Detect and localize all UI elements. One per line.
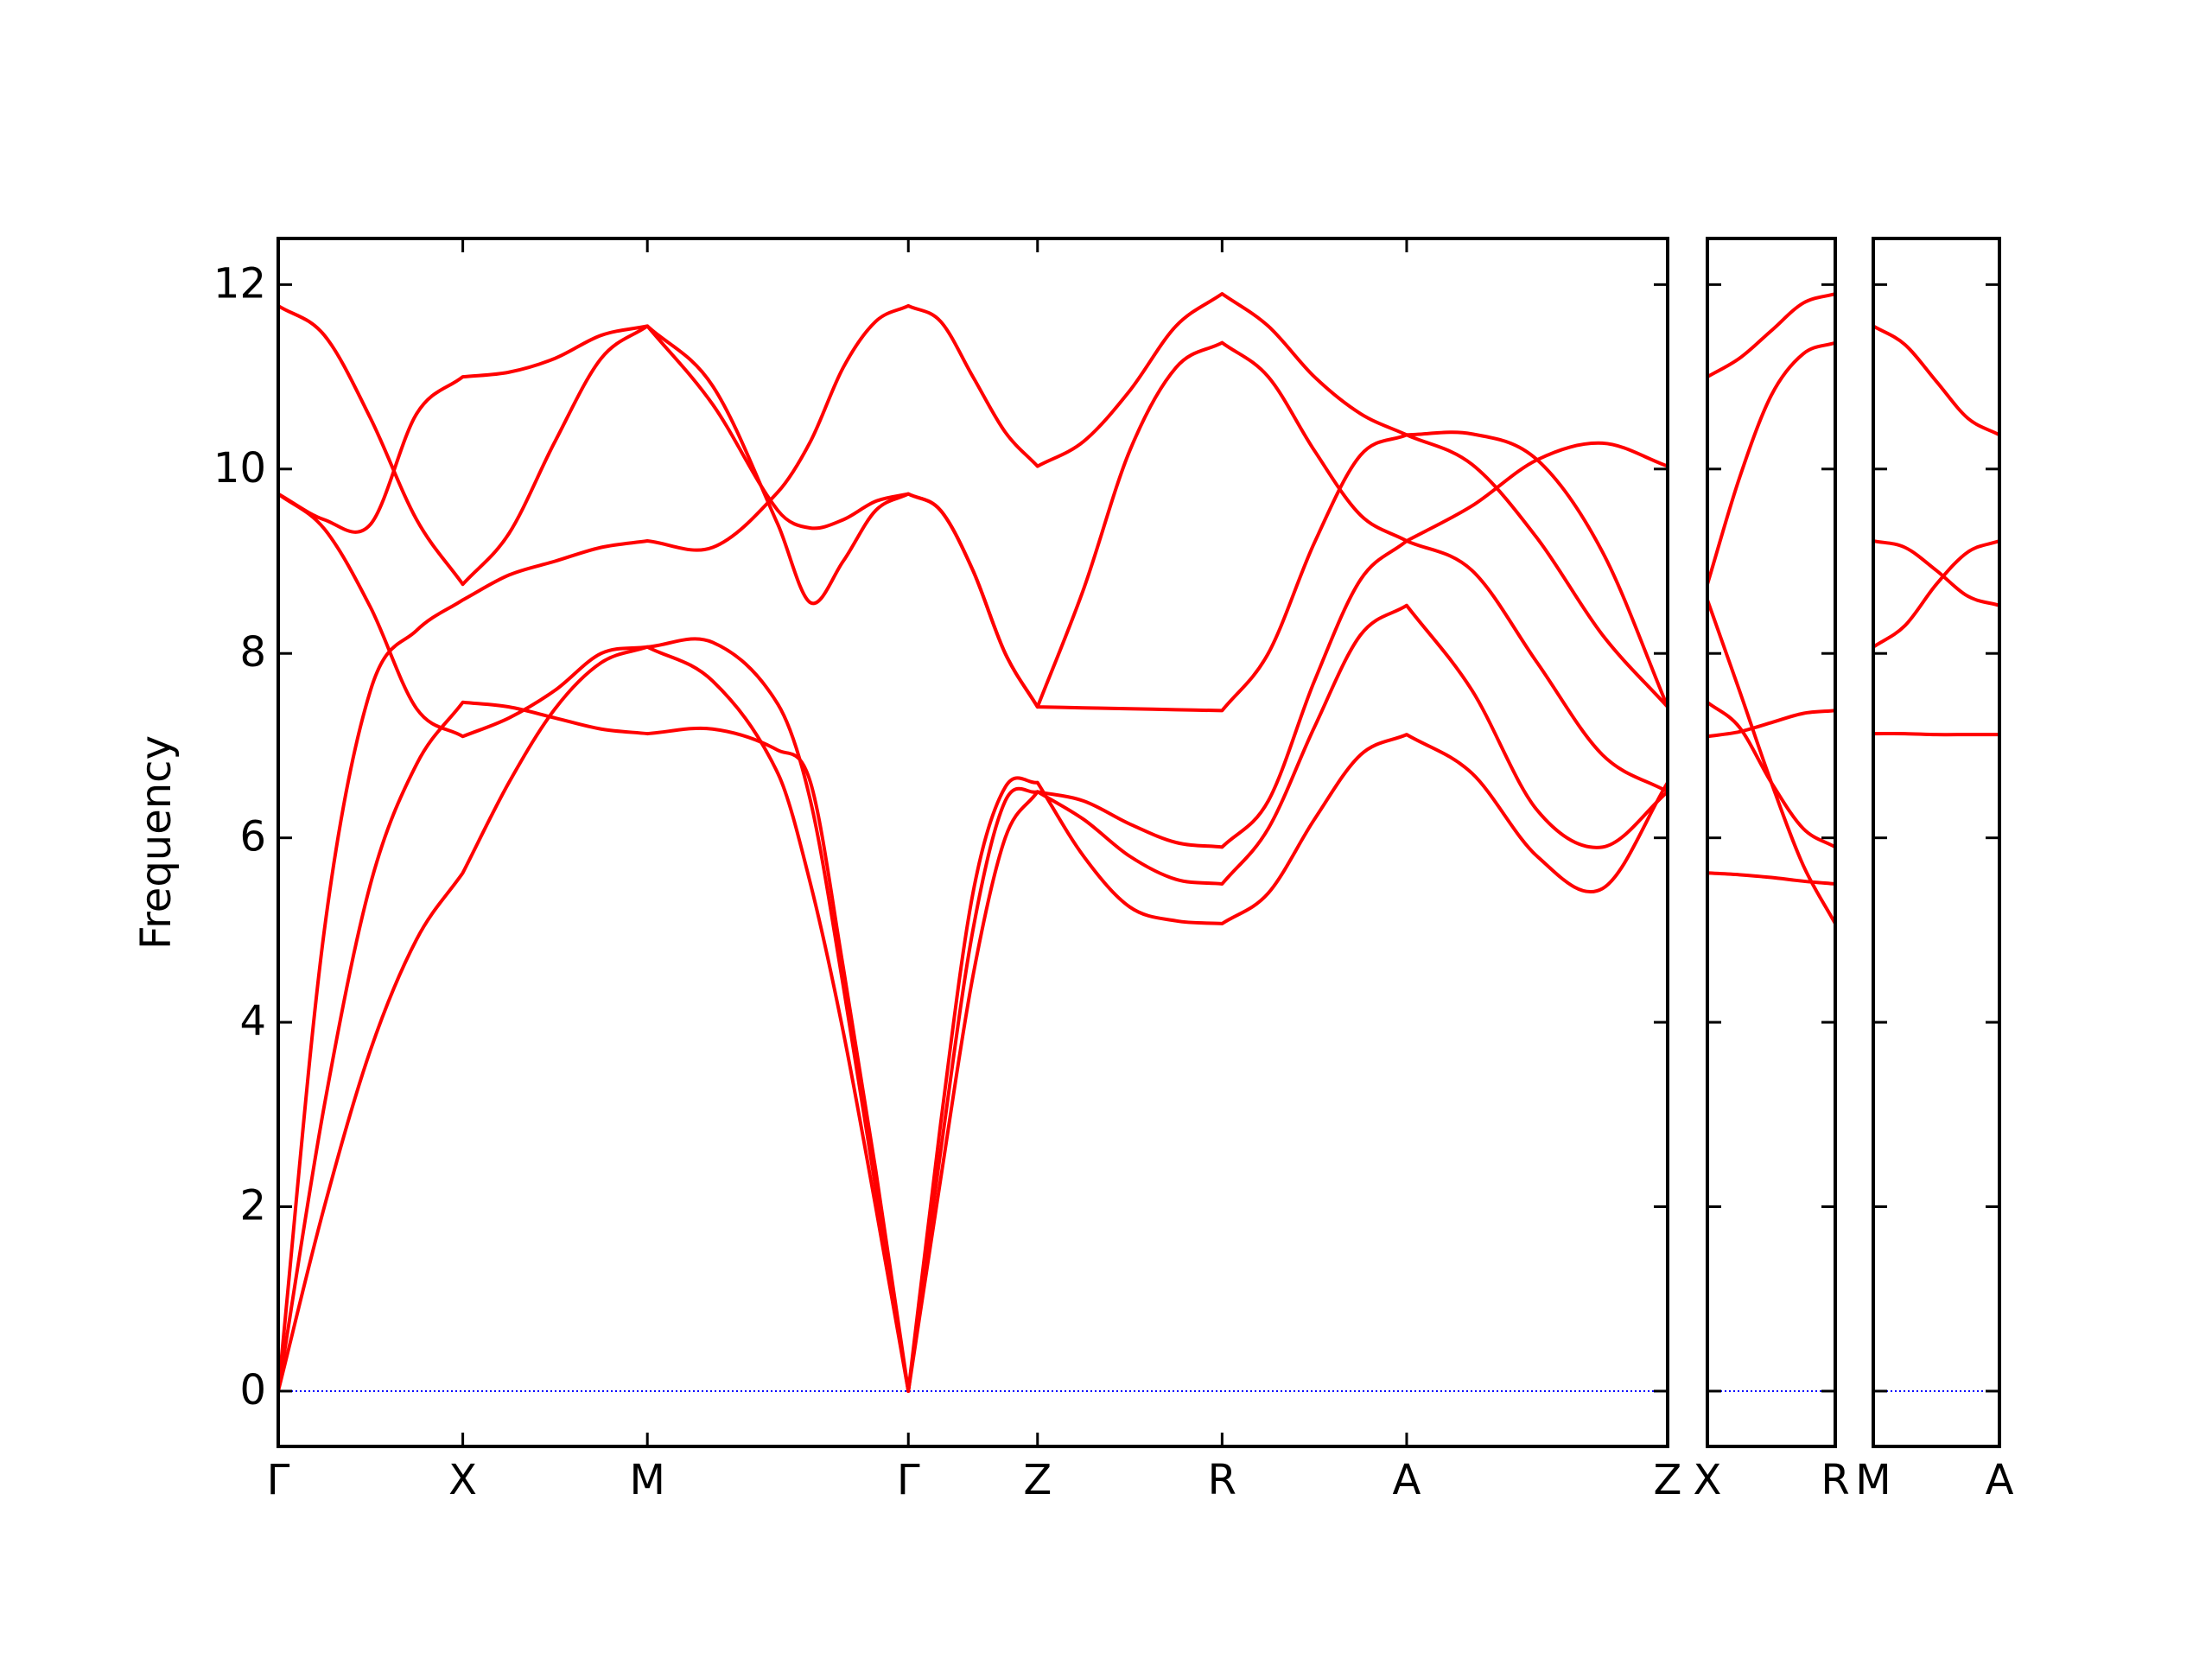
y-tick-label: 4 — [239, 997, 266, 1046]
x-tick-label: M — [1855, 1456, 1891, 1504]
y-axis-label: Frequency — [132, 735, 181, 950]
x-tick-label: X — [1694, 1456, 1722, 1504]
band-line — [276, 539, 1669, 1393]
x-tick-label: A — [1986, 1456, 2014, 1504]
x-tick-label: Z — [1654, 1456, 1682, 1504]
axes-frame — [1872, 237, 2001, 1448]
x-tick-label: A — [1393, 1456, 1421, 1504]
band-line — [276, 700, 1669, 1393]
x-tick-label: Γ — [267, 1456, 290, 1504]
band-line — [1706, 340, 1836, 585]
x-tick-label: Γ — [897, 1456, 920, 1504]
y-tick-label: 2 — [239, 1182, 266, 1230]
x-tick-label: R — [1208, 1456, 1236, 1504]
band-line — [1872, 539, 2000, 649]
band-line — [276, 493, 1669, 1393]
band-line — [1707, 709, 1836, 739]
x-tick-label: Z — [1023, 1456, 1052, 1504]
y-tick-label: 10 — [213, 444, 266, 493]
band-line — [277, 324, 1669, 709]
x-tick-label: M — [629, 1456, 664, 1504]
x-tick-label: X — [448, 1456, 477, 1504]
y-tick-label: 8 — [239, 628, 266, 677]
band-line — [1706, 701, 1836, 849]
axes-frame — [1706, 237, 1837, 1448]
band-line — [1872, 539, 2000, 607]
x-tick-label: R — [1821, 1456, 1849, 1504]
band-line — [276, 304, 1669, 713]
band-line — [1707, 292, 1836, 378]
y-tick-label: 12 — [213, 259, 266, 308]
axes-frame — [276, 237, 1669, 1448]
y-tick-label: 6 — [239, 813, 266, 861]
band-line — [1707, 871, 1836, 887]
band-line — [276, 292, 1669, 1392]
band-line — [1872, 324, 2000, 437]
y-tick-label: 0 — [239, 1366, 266, 1414]
